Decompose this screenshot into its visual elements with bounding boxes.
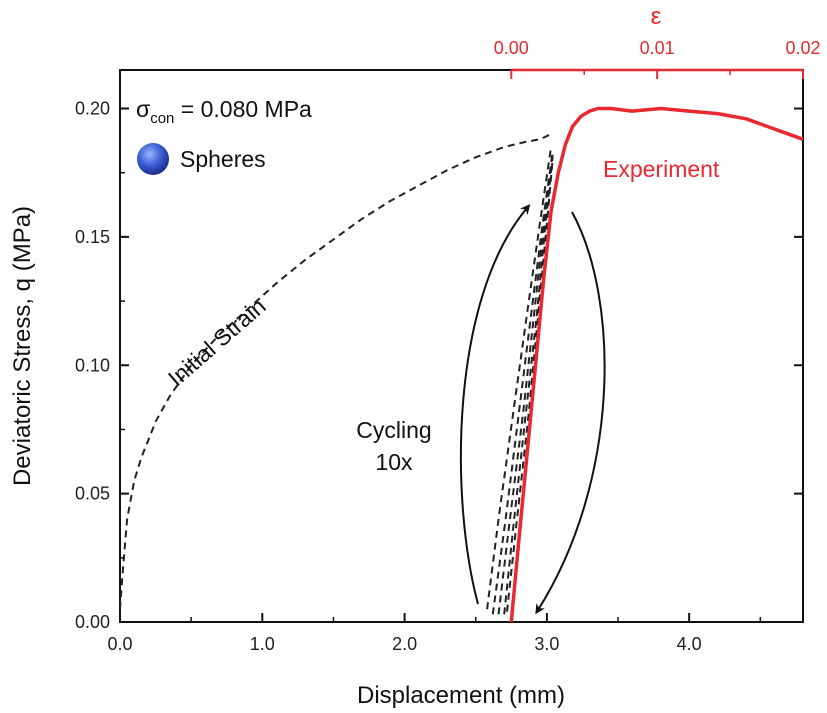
x-tick-label: 1.0	[250, 634, 275, 654]
condition-label: σcon = 0.080 MPa	[136, 96, 312, 127]
x-axis-label: Displacement (mm)	[357, 682, 565, 709]
sphere-icon	[137, 143, 169, 175]
condition-subscript: con	[150, 110, 174, 127]
cycling-label-line2: 10x	[375, 449, 413, 475]
cycling-loop-line	[506, 159, 554, 612]
experiment-line	[509, 106, 804, 623]
cycling-label-line1: Cycling	[356, 417, 431, 443]
initial-strain-label: Initial Strain	[163, 293, 271, 391]
y-tick-label: 0.15	[75, 227, 110, 247]
unloading-arrow	[535, 211, 606, 615]
x-tick-label: 0.0	[107, 634, 132, 654]
x-tick-label: 3.0	[534, 634, 559, 654]
x-tick-label: 4.0	[677, 634, 702, 654]
y-tick-label: 0.00	[75, 612, 110, 632]
top-tick-label: 0.01	[640, 38, 675, 58]
condition-sigma: σ	[136, 96, 150, 122]
material-label: Spheres	[180, 146, 266, 172]
condition-value: = 0.080 MPa	[174, 96, 312, 122]
y-tick-label: 0.20	[75, 99, 110, 119]
y-tick-label: 0.10	[75, 355, 110, 375]
top-axis-label: ε	[651, 3, 662, 30]
experiment-label: Experiment	[603, 156, 720, 182]
y-axis-label: Deviatoric Stress, q (MPa)	[9, 206, 36, 486]
top-tick-label: 0.02	[785, 38, 820, 58]
cycling-loop-line	[491, 152, 554, 615]
cycling-loop-line	[486, 146, 553, 610]
cycling-loop-line	[503, 157, 554, 615]
cycling-loop-line	[497, 154, 554, 615]
loading-arrow	[459, 204, 531, 605]
y-tick-label: 0.05	[75, 484, 110, 504]
plot-frame	[119, 69, 804, 623]
top-tick-label: 0.00	[494, 38, 529, 58]
initial-strain-line	[119, 133, 552, 610]
x-tick-label: 2.0	[392, 634, 417, 654]
